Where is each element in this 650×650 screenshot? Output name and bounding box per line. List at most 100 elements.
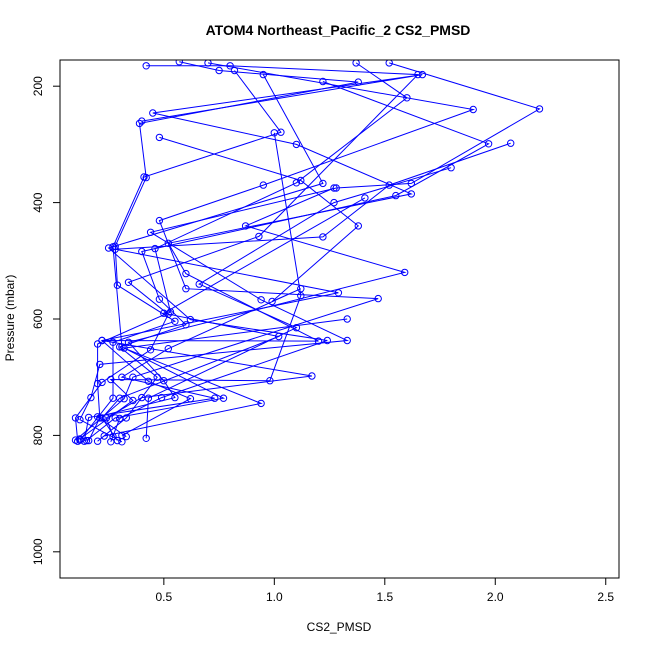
data-point-9-11 (186, 395, 195, 403)
data-point-8-9 (87, 393, 95, 402)
data-point-10-7 (118, 373, 126, 381)
data-point-8-4 (332, 184, 340, 192)
data-point-15-1 (361, 194, 369, 202)
data-point-9-8 (314, 337, 323, 345)
chart-title: ATOM4 Northeast_Pacific_2 CS2_PMSD (206, 22, 471, 38)
data-point-9-10 (144, 377, 153, 385)
data-point-15-3 (275, 332, 283, 341)
data-point-14-2 (297, 292, 305, 300)
data-point-9-1 (138, 117, 146, 125)
data-point-13-1 (330, 184, 338, 192)
data-point-13-6 (171, 393, 179, 402)
data-point-15-6 (113, 436, 122, 445)
series-line-12 (145, 167, 452, 439)
data-point-10-1 (155, 133, 164, 142)
data-point-10-6 (164, 345, 173, 353)
series-line-16 (104, 318, 348, 437)
data-point-7-2 (484, 140, 493, 148)
data-point-9-6 (164, 239, 173, 248)
data-point-10-10 (80, 437, 89, 445)
data-point-3-1 (352, 60, 360, 67)
data-point-15-2 (160, 309, 168, 317)
series-line-8 (79, 62, 541, 443)
data-point-11-6 (98, 336, 106, 345)
data-point-7-5 (155, 295, 164, 303)
data-point-2-9 (109, 338, 117, 346)
data-point-12-1 (447, 164, 455, 172)
x-axis-label: CS2_PMSD (307, 620, 372, 634)
data-point-7-4 (138, 247, 146, 256)
x-tick-label: 2.0 (487, 590, 504, 604)
data-point-3-2 (403, 94, 411, 102)
data-point-14-6 (76, 435, 84, 443)
data-point-13-4 (124, 338, 133, 346)
data-point-5-6 (219, 394, 228, 402)
plot-points (71, 60, 544, 446)
x-axis: 0.5 1.0 1.5 2.0 2.5 (156, 577, 614, 604)
data-point-11-7 (308, 372, 316, 380)
x-tick-label: 0.5 (156, 590, 173, 604)
data-point-11-3 (319, 233, 327, 241)
data-point-12-2 (330, 198, 338, 207)
data-point-16-4 (100, 432, 108, 440)
data-point-1-4 (255, 232, 263, 241)
data-point-2-8 (171, 317, 179, 325)
data-point-8-2 (535, 105, 544, 113)
data-point-10-5 (297, 285, 305, 293)
data-point-9-12 (118, 431, 126, 440)
data-point-7-3 (392, 191, 400, 200)
data-point-7-9 (122, 414, 131, 422)
y-tick-label: 400 (31, 192, 45, 212)
data-point-11-9 (102, 414, 111, 422)
data-point-4-4 (155, 216, 164, 225)
y-axis-label: Pressure (mbar) (3, 275, 17, 362)
data-point-2-2 (215, 66, 223, 75)
data-point-4-5 (182, 285, 190, 293)
data-point-3-3 (292, 179, 301, 187)
data-point-12-5 (144, 394, 153, 402)
series-line-11 (101, 142, 511, 437)
data-point-4-6 (374, 294, 382, 303)
data-point-15-5 (98, 414, 106, 422)
data-point-9-2 (418, 70, 427, 79)
data-point-9-3 (149, 109, 157, 117)
data-point-8-8 (96, 360, 104, 369)
data-point-3-4 (151, 244, 159, 253)
data-point-10-3 (354, 222, 362, 230)
data-point-13-7 (93, 413, 102, 421)
data-point-4-7 (129, 373, 137, 381)
data-point-2-7 (113, 281, 122, 289)
data-point-11-10 (109, 432, 117, 441)
data-point-8-6 (257, 296, 265, 304)
data-point-1-6 (164, 310, 173, 318)
data-point-7-7 (116, 343, 124, 351)
data-point-6-1 (259, 70, 267, 79)
data-point-4-8 (120, 395, 128, 403)
data-point-13-2 (241, 222, 250, 230)
series-line-5 (86, 70, 282, 441)
y-tick-label: 600 (31, 309, 45, 329)
data-point-5-4 (109, 243, 117, 251)
data-point-11-2 (385, 181, 393, 189)
y-tick-label: 200 (31, 76, 45, 96)
data-point-12-4 (292, 324, 301, 332)
data-point-10-2 (297, 176, 305, 185)
data-point-2-1 (175, 60, 183, 66)
data-point-10-8 (211, 394, 219, 402)
series-line-15 (101, 197, 366, 441)
data-point-13-5 (160, 377, 168, 385)
data-point-7-8 (153, 373, 161, 381)
data-point-1-8 (98, 378, 106, 387)
data-point-14-5 (129, 396, 137, 405)
data-point-9-7 (182, 269, 190, 278)
data-point-11-5 (334, 289, 343, 297)
x-tick-label: 2.5 (597, 590, 614, 604)
y-axis: 200 400 600 800 1000 (31, 76, 61, 565)
data-point-4-1 (204, 60, 212, 67)
data-point-1-2 (226, 62, 234, 70)
data-point-6-4 (186, 315, 195, 324)
plot-lines (74, 61, 541, 443)
data-point-14-3 (266, 377, 274, 385)
